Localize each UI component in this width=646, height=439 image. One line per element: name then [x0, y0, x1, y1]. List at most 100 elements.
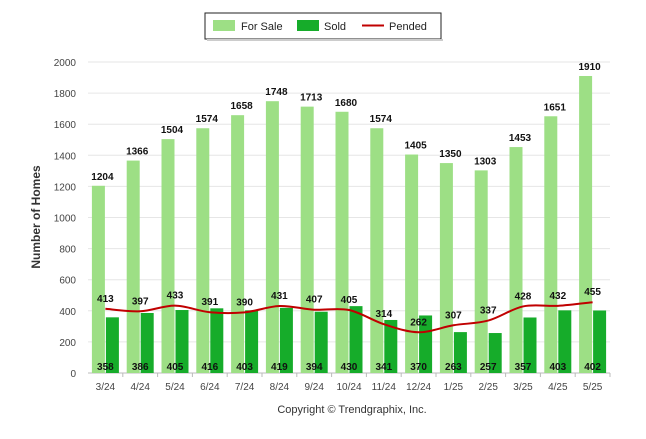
bar-sold [105, 317, 119, 373]
data-label-pended: 413 [97, 294, 114, 305]
y-axis-label: Number of Homes [29, 165, 43, 269]
gridlines [88, 61, 610, 374]
legend-label-pended: Pended [389, 21, 427, 33]
bar-for-sale [405, 154, 419, 373]
legend-swatch-sold [297, 20, 319, 31]
data-label-pended: 407 [306, 295, 323, 306]
data-label-pended: 337 [480, 306, 497, 317]
data-label-pended: 432 [549, 291, 566, 302]
bar-for-sale [370, 128, 384, 373]
y-tick-label: 800 [59, 245, 76, 256]
data-label-pended: 433 [167, 291, 184, 302]
x-tick-label: 4/25 [548, 382, 568, 393]
data-label-pended: 397 [132, 296, 149, 307]
bar-for-sale [161, 139, 175, 373]
pended-line-layer [105, 301, 593, 334]
data-label-sold: 430 [341, 362, 358, 373]
bar-for-sale [196, 128, 210, 373]
x-tick-label: 12/24 [406, 382, 431, 393]
bar-sold [558, 310, 572, 373]
y-tick-label: 1400 [54, 151, 77, 162]
bar-for-sale [91, 185, 105, 373]
bar-for-sale [579, 75, 593, 374]
bar-for-sale [265, 101, 279, 373]
y-tick-label: 1800 [54, 89, 77, 100]
x-tick-label: 5/25 [583, 382, 603, 393]
data-label-for-sale: 1405 [404, 141, 427, 152]
y-tick-label: 600 [59, 276, 76, 287]
data-label-sold: 341 [375, 362, 392, 373]
data-label-for-sale: 1713 [300, 93, 323, 104]
data-label-sold: 358 [97, 362, 114, 373]
bar-sold [523, 317, 537, 373]
data-label-sold: 257 [480, 362, 497, 373]
bar-sold [140, 312, 154, 373]
data-label-for-sale: 1366 [126, 147, 149, 158]
x-tick-label: 7/24 [235, 382, 255, 393]
x-tick-label: 8/24 [270, 382, 290, 393]
bars [91, 75, 607, 374]
bar-sold [245, 310, 259, 373]
data-label-pended: 314 [375, 309, 392, 320]
x-tick-label: 11/24 [372, 382, 397, 393]
data-label-for-sale: 1748 [265, 87, 288, 98]
bar-sold [210, 308, 224, 373]
data-label-sold: 370 [410, 362, 427, 373]
y-tick-label: 1200 [54, 182, 77, 193]
y-tick-label: 2000 [54, 58, 77, 69]
legend[interactable]: For Sale Sold Pended [204, 12, 443, 41]
legend-shadow [207, 39, 443, 41]
data-label-pended: 391 [201, 297, 218, 308]
y-tick-label: 400 [59, 307, 76, 318]
data-label-for-sale: 1204 [91, 172, 114, 183]
y-tick-labels: 0 200 400 600 800 1000 1200 1400 1600 1800 2000 [54, 58, 77, 380]
bar-sold [175, 310, 189, 373]
data-label-pended: 431 [271, 291, 288, 302]
data-label-sold: 403 [549, 362, 566, 373]
bar-sold [488, 333, 502, 373]
y-tick-label: 1600 [54, 120, 77, 131]
y-tick-label: 200 [59, 338, 76, 349]
bar-for-sale [126, 160, 140, 373]
legend-label-for-sale: For Sale [241, 21, 283, 33]
x-tick-label: 4/24 [130, 382, 150, 393]
bar-sold [314, 311, 328, 373]
bar-for-sale [335, 111, 349, 373]
data-label-sold: 403 [236, 362, 253, 373]
data-label-for-sale: 1658 [230, 101, 253, 112]
x-tick-label: 10/24 [336, 382, 361, 393]
data-label-for-sale: 1651 [544, 102, 567, 113]
data-label-pended: 428 [515, 291, 532, 302]
data-label-for-sale: 1504 [161, 125, 184, 136]
data-label-sold: 416 [201, 362, 218, 373]
bar-for-sale [231, 115, 245, 373]
data-label-pended: 262 [410, 317, 427, 328]
bar-sold [279, 307, 293, 373]
bar-for-sale [439, 163, 453, 373]
legend-swatch-for-sale [213, 20, 235, 31]
data-label-pended: 455 [584, 287, 601, 298]
x-tick-label: 1/25 [444, 382, 464, 393]
pended-line [105, 301, 593, 334]
data-labels: 1204 358 1366 386 1504 405 1574 416 1658 403 1748 4… [91, 62, 601, 373]
data-label-sold: 386 [132, 362, 149, 373]
data-label-sold: 357 [515, 362, 532, 373]
copyright-text: Copyright © Trendgraphix, Inc. [277, 404, 426, 416]
data-label-for-sale: 1350 [439, 149, 462, 160]
data-label-for-sale: 1680 [335, 98, 358, 109]
data-label-pended: 390 [236, 297, 253, 308]
bar-for-sale [474, 170, 488, 373]
x-tick-label: 5/24 [165, 382, 185, 393]
data-label-pended: 405 [341, 295, 358, 306]
y-tick-label: 0 [70, 369, 76, 380]
bar-for-sale [509, 147, 523, 373]
legend-box [204, 12, 442, 40]
bar-for-sale [544, 116, 558, 373]
data-label-for-sale: 1574 [370, 114, 393, 125]
bar-sold [349, 306, 363, 373]
bar-for-sale [300, 106, 314, 373]
x-tick-label: 9/24 [304, 382, 324, 393]
data-label-for-sale: 1453 [509, 133, 532, 144]
x-tick-label: 2/25 [478, 382, 498, 393]
